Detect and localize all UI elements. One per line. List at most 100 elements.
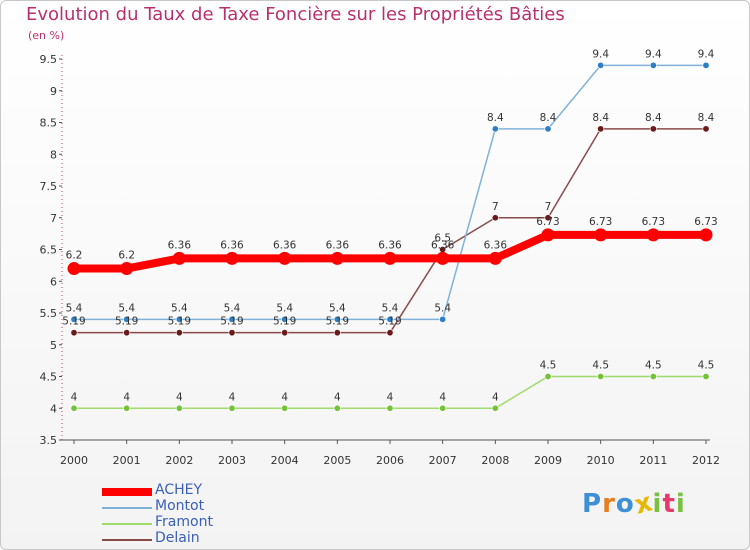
logo-letter: t — [662, 489, 676, 519]
data-point-delain — [175, 329, 183, 337]
data-label-achey: 6.73 — [694, 216, 717, 228]
data-label-delain: 5.19 — [326, 316, 349, 328]
data-label-delain: 5.19 — [273, 316, 296, 328]
data-point-montot — [386, 315, 394, 323]
data-label-delain: 8.4 — [645, 112, 662, 124]
data-label-framont: 4 — [123, 391, 130, 403]
data-label-achey: 6.36 — [484, 239, 508, 251]
data-label-delain: 6.5 — [434, 233, 451, 245]
y-tick-label: 4 — [50, 402, 57, 415]
x-tick-label: 2003 — [218, 454, 246, 467]
data-point-montot — [70, 315, 78, 323]
data-point-delain — [281, 329, 289, 337]
y-tick-label: 4.5 — [40, 371, 58, 384]
legend-swatch — [102, 488, 152, 496]
data-point-montot — [491, 125, 499, 133]
data-point-delain — [702, 125, 710, 133]
data-point-framont — [597, 372, 605, 380]
x-tick-label: 2012 — [692, 454, 720, 467]
data-point-achey — [67, 262, 81, 276]
series-dots — [67, 61, 713, 412]
data-label-montot: 5.4 — [276, 302, 293, 314]
data-point-achey — [172, 251, 186, 265]
data-label-montot: 5.4 — [66, 302, 83, 314]
data-label-delain: 8.4 — [592, 112, 609, 124]
data-label-achey: 6.36 — [431, 239, 455, 251]
y-tick-label: 9.5 — [40, 53, 58, 66]
logo-letter: i — [675, 489, 686, 519]
data-label-delain: 5.19 — [62, 316, 85, 328]
data-point-achey — [330, 251, 344, 265]
data-label-framont: 4 — [492, 391, 499, 403]
x-tick-label: 2007 — [429, 454, 457, 467]
data-point-framont — [439, 404, 447, 412]
data-label-framont: 4 — [71, 391, 78, 403]
data-point-delain — [386, 329, 394, 337]
data-label-montot: 9.4 — [698, 48, 715, 60]
legend-swatch — [102, 507, 152, 509]
data-point-montot — [597, 61, 605, 69]
x-tick-label: 2009 — [534, 454, 562, 467]
data-label-delain: 5.19 — [115, 316, 138, 328]
x-tick-label: 2005 — [323, 454, 351, 467]
data-point-montot — [333, 315, 341, 323]
data-label-achey: 6.73 — [642, 216, 665, 228]
data-label-achey: 6.36 — [378, 239, 402, 251]
data-point-achey — [646, 228, 660, 242]
data-point-framont — [333, 404, 341, 412]
data-point-framont — [228, 404, 236, 412]
x-tick-label: 2011 — [639, 454, 667, 467]
series-lines — [70, 64, 710, 409]
data-label-framont: 4.5 — [540, 360, 557, 372]
data-point-montot — [228, 315, 236, 323]
data-labels: 4 4 4 4 4 4 4 4 4 4.5 4.5 4.5 4.5 5.19 5.19 5.19 5.19 5.1… — [62, 48, 717, 403]
data-label-framont: 4.5 — [592, 360, 609, 372]
data-point-delain — [491, 214, 499, 222]
data-label-achey: 6.36 — [168, 239, 192, 251]
data-point-delain — [70, 329, 78, 337]
x-tick-label: 2002 — [165, 454, 193, 467]
data-point-achey — [120, 262, 134, 276]
data-label-achey: 6.36 — [273, 239, 297, 251]
y-tick-label: 6 — [50, 275, 57, 288]
axes: 3.5 4 4.5 5 5.5 6 6.5 7 7.5 8 8.5 9 9.5 2000 2001 2002 2… — [40, 53, 721, 467]
y-tick-label: 7 — [50, 212, 57, 225]
y-tick-label: 3.5 — [40, 434, 58, 447]
data-point-framont — [649, 372, 657, 380]
y-tick-label: 8.5 — [40, 117, 58, 130]
y-tick-label: 5.5 — [40, 307, 58, 320]
logo-letter: r — [602, 489, 616, 519]
y-tick-label: 8 — [50, 148, 57, 161]
data-point-montot — [544, 125, 552, 133]
data-point-montot — [123, 315, 131, 323]
data-point-montot — [702, 61, 710, 69]
data-label-delain: 5.19 — [168, 316, 191, 328]
data-point-framont — [544, 372, 552, 380]
data-point-delain — [123, 329, 131, 337]
data-point-framont — [386, 404, 394, 412]
y-tick-label: 6.5 — [40, 244, 58, 257]
data-label-montot: 5.4 — [329, 302, 346, 314]
data-label-montot: 8.4 — [540, 112, 557, 124]
data-point-framont — [491, 404, 499, 412]
data-point-delain — [228, 329, 236, 337]
data-label-framont: 4 — [387, 391, 394, 403]
legend-label: Framont — [155, 514, 213, 530]
data-label-montot: 5.4 — [118, 302, 135, 314]
data-point-achey — [278, 251, 292, 265]
x-tick-label: 2001 — [113, 454, 141, 467]
x-tick-label: 2004 — [271, 454, 299, 467]
logo-letter: P — [582, 489, 603, 519]
data-point-framont — [70, 404, 78, 412]
data-label-achey: 6.73 — [589, 216, 612, 228]
data-label-montot: 9.4 — [645, 48, 662, 60]
data-point-delain — [544, 214, 552, 222]
chart-title: Evolution du Taux de Taxe Foncière sur l… — [26, 4, 565, 25]
data-point-montot — [439, 315, 447, 323]
data-label-achey: 6.2 — [118, 250, 135, 262]
data-point-framont — [123, 404, 131, 412]
data-point-framont — [281, 404, 289, 412]
data-label-delain: 5.19 — [220, 316, 243, 328]
data-label-delain: 8.4 — [698, 112, 715, 124]
data-point-delain — [333, 329, 341, 337]
